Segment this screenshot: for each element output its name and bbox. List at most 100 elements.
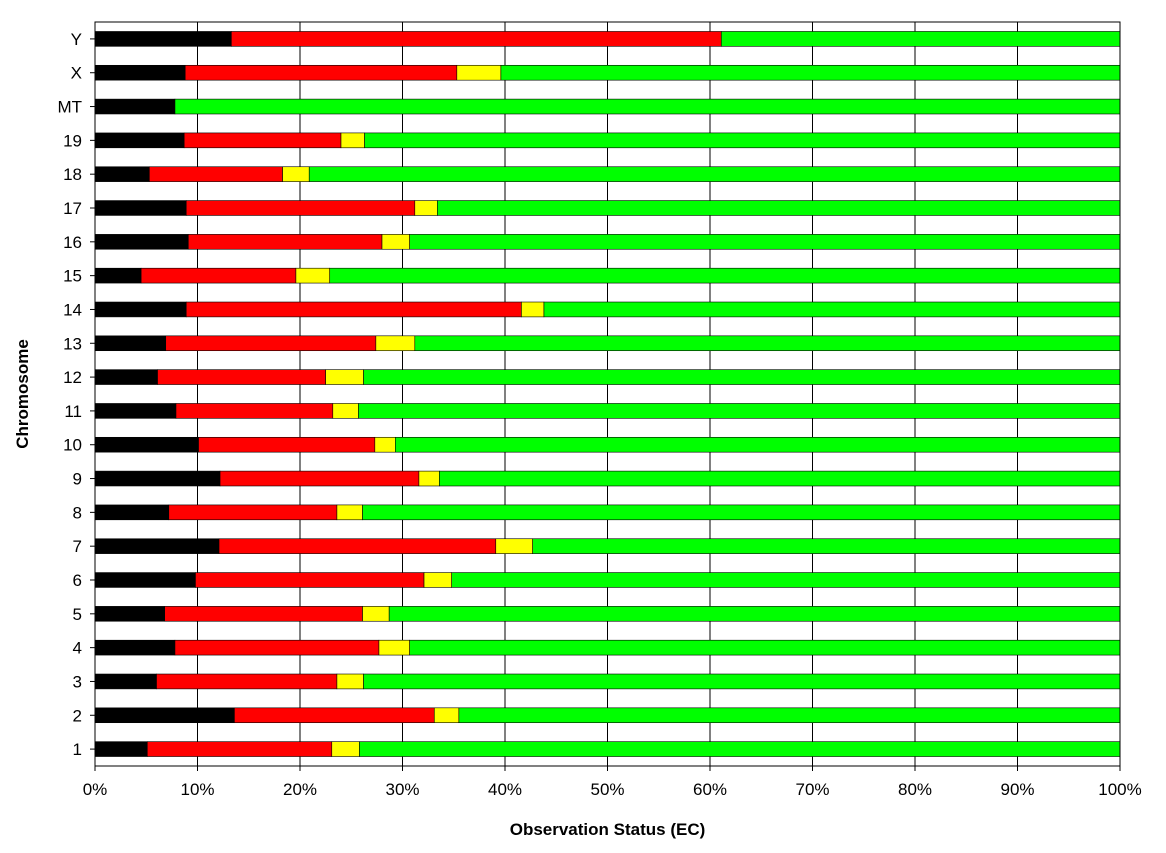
category-label: 16 — [63, 233, 82, 252]
bar-segment-15-3 — [329, 267, 1121, 284]
bar-segment-13-1 — [165, 335, 377, 352]
bar-segment-Y-1 — [231, 31, 722, 47]
x-tick-label: 60% — [693, 780, 727, 799]
category-label: 13 — [63, 334, 82, 353]
bar-segment-16-0 — [94, 234, 189, 250]
bar-segment-MT-0 — [94, 98, 176, 115]
bar-segment-19-2 — [340, 132, 365, 149]
x-tick-label: 70% — [795, 780, 829, 799]
bar-segment-3-3 — [363, 673, 1121, 690]
bar-segment-9-1 — [219, 470, 420, 487]
bar-segment-11-3 — [358, 403, 1121, 419]
bar-segment-Y-3 — [720, 31, 1121, 47]
category-label: 18 — [63, 165, 82, 184]
bar-segment-13-2 — [375, 335, 416, 352]
bar-segment-7-1 — [218, 538, 497, 554]
category-label: 9 — [73, 470, 82, 489]
bar-segment-10-1 — [198, 436, 376, 453]
x-tick-label: 80% — [898, 780, 932, 799]
category-label: 10 — [63, 436, 82, 455]
x-tick-label: 100% — [1098, 780, 1141, 799]
x-tick-label: 0% — [83, 780, 108, 799]
bar-segment-15-1 — [140, 267, 297, 284]
category-label: 17 — [63, 199, 82, 218]
bar-segment-5-1 — [164, 606, 363, 622]
x-axis-tick-labels: 0% 10% 20% 30% 40% 50% 60% 70% 80% 90% 100% — [83, 780, 1142, 799]
bar-segment-18-3 — [308, 166, 1121, 182]
category-label: 7 — [73, 537, 82, 556]
x-tick-label: 30% — [385, 780, 419, 799]
bar-segment-17-0 — [94, 200, 187, 216]
bar-segment-X-3 — [500, 64, 1121, 81]
bar-segment-10-3 — [395, 436, 1121, 453]
x-tick-label: 90% — [1000, 780, 1034, 799]
bar-segment-4-2 — [378, 639, 410, 656]
bars — [94, 31, 1121, 757]
bar-segment-17-2 — [414, 200, 438, 216]
bar-segment-11-0 — [94, 403, 177, 419]
bar-segment-9-3 — [439, 470, 1121, 487]
bar-segment-18-2 — [282, 166, 310, 182]
bar-segment-17-1 — [185, 200, 416, 216]
bar-segment-16-2 — [381, 234, 410, 250]
bar-segment-12-3 — [363, 369, 1121, 385]
bar-segment-8-1 — [168, 504, 338, 521]
bar-segment-2-3 — [458, 707, 1121, 724]
y-axis-title: Chromosome — [13, 339, 32, 449]
bar-segment-X-2 — [456, 64, 502, 81]
bar-segment-18-0 — [94, 166, 150, 182]
category-label: 11 — [64, 402, 82, 421]
bar-segment-8-3 — [362, 504, 1121, 521]
category-label: 4 — [73, 639, 82, 658]
bar-segment-10-2 — [374, 436, 396, 453]
bar-segment-14-3 — [543, 301, 1121, 318]
category-label: 5 — [73, 605, 82, 624]
x-tick-label: 10% — [180, 780, 214, 799]
category-label: 12 — [63, 368, 82, 387]
bar-segment-12-1 — [157, 369, 326, 385]
bar-segment-3-2 — [336, 673, 364, 690]
bar-segment-14-1 — [185, 301, 522, 318]
bar-segment-19-0 — [94, 132, 185, 149]
category-label: Y — [71, 30, 82, 49]
bar-segment-8-0 — [94, 504, 170, 521]
bar-segment-14-2 — [521, 301, 545, 318]
bar-segment-11-2 — [332, 403, 359, 419]
bar-segment-6-1 — [195, 572, 425, 588]
bar-segment-MT-3 — [174, 98, 1121, 115]
category-label: 15 — [63, 267, 82, 286]
bar-segment-19-3 — [364, 132, 1121, 149]
category-label: MT — [57, 98, 82, 117]
bar-segment-14-0 — [94, 301, 187, 318]
bar-segment-10-0 — [94, 436, 199, 453]
category-label: 6 — [73, 571, 82, 590]
bar-segment-16-3 — [409, 234, 1121, 250]
x-tick-label: 50% — [590, 780, 624, 799]
bar-segment-1-3 — [359, 741, 1121, 757]
category-label: 1 — [73, 740, 82, 759]
category-label: 19 — [63, 131, 82, 150]
bar-segment-11-1 — [175, 403, 334, 419]
category-label: 3 — [73, 672, 82, 691]
bar-segment-15-2 — [295, 267, 331, 284]
bar-segment-13-3 — [414, 335, 1121, 352]
bar-segment-6-0 — [94, 572, 196, 588]
bar-segment-7-0 — [94, 538, 220, 554]
bar-segment-1-1 — [146, 741, 333, 757]
bar-segment-4-0 — [94, 639, 176, 656]
bar-segment-3-1 — [156, 673, 338, 690]
bar-segment-16-1 — [187, 234, 383, 250]
plot-frame — [94, 21, 1121, 767]
bar-segment-5-2 — [362, 606, 390, 622]
category-label: 14 — [63, 300, 82, 319]
category-label: 2 — [73, 706, 82, 725]
bar-segment-2-0 — [94, 707, 235, 724]
bar-segment-Y-0 — [94, 31, 232, 47]
category-label: X — [71, 64, 82, 83]
bar-segment-1-0 — [94, 741, 148, 757]
bar-segment-1-2 — [331, 741, 360, 757]
bar-segment-15-0 — [94, 267, 142, 284]
bar-segment-2-1 — [234, 707, 435, 724]
